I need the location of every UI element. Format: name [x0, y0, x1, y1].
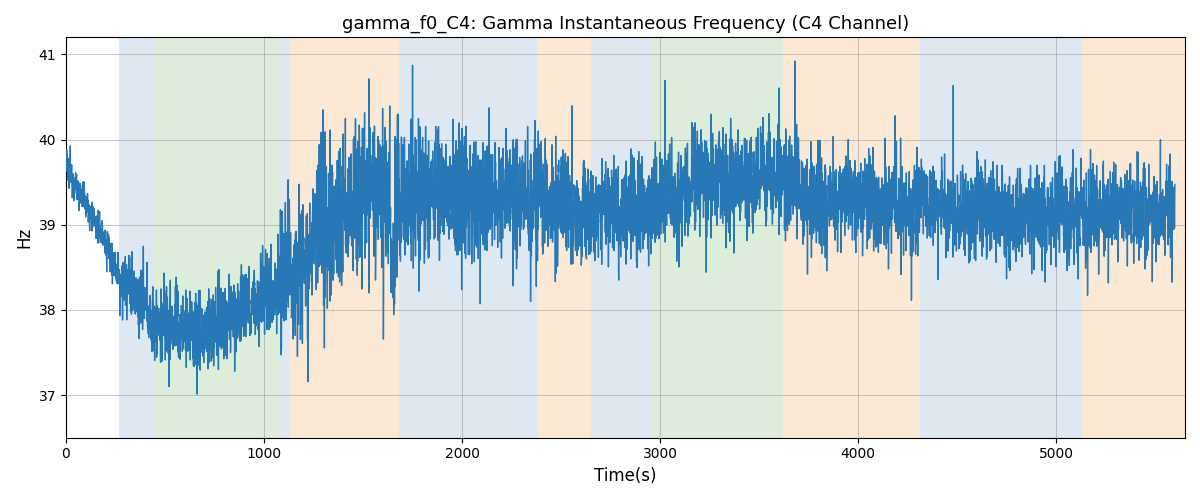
Bar: [590, 38, 652, 438]
Bar: [154, 38, 280, 438]
Bar: [782, 38, 919, 438]
Y-axis label: Hz: Hz: [16, 227, 34, 248]
X-axis label: Time(s): Time(s): [594, 467, 656, 485]
Title: gamma_f0_C4: Gamma Instantaneous Frequency (C4 Channel): gamma_f0_C4: Gamma Instantaneous Frequen…: [342, 15, 910, 34]
Bar: [119, 38, 154, 438]
Bar: [919, 38, 1082, 438]
Bar: [398, 38, 538, 438]
Bar: [652, 38, 782, 438]
Bar: [289, 38, 398, 438]
Bar: [1082, 38, 1186, 438]
Bar: [538, 38, 590, 438]
Bar: [280, 38, 289, 438]
